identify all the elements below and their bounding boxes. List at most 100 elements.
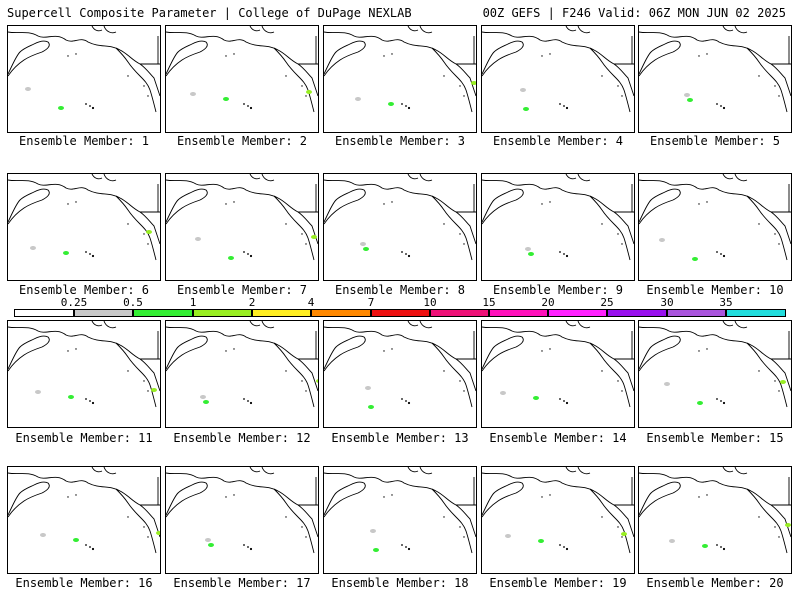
scp-contour-blob [363, 247, 369, 251]
colorbar-segment [311, 309, 371, 317]
member-number: 16 [138, 576, 153, 590]
ensemble-member-map [323, 25, 477, 133]
colorbar-segment [14, 309, 74, 317]
ensemble-member-label: Ensemble Member: 12 [163, 431, 321, 445]
ensemble-member-map [481, 320, 635, 428]
scp-contour-blob [316, 379, 318, 383]
colorbar-tick-label: 15 [482, 296, 496, 309]
scp-contour-blob [190, 92, 196, 96]
scp-contour-blob [228, 256, 234, 260]
member-label-prefix: Ensemble Member: [492, 134, 609, 148]
member-number: 12 [296, 431, 311, 445]
scp-contour-blob [373, 548, 379, 552]
colorbar-segment [133, 309, 193, 317]
member-label-prefix: Ensemble Member: [15, 431, 131, 445]
scp-contour-blob [58, 106, 64, 110]
member-label-prefix: Ensemble Member: [492, 283, 609, 297]
scp-contour-blob [223, 97, 229, 101]
member-label-prefix: Ensemble Member: [18, 283, 135, 297]
scp-contour-blob [500, 391, 506, 395]
ensemble-member-map [165, 466, 319, 574]
member-label-prefix: Ensemble Member: [176, 134, 293, 148]
scp-contour-blob [692, 257, 698, 261]
colorbar-segment [252, 309, 311, 317]
member-number: 20 [769, 576, 784, 590]
scp-contour-blob [669, 539, 675, 543]
member-number: 11 [138, 431, 153, 445]
scp-contour-blob [360, 242, 366, 246]
scp-contour-blob [697, 401, 703, 405]
scp-contour-blob [368, 405, 374, 409]
basemap-coastlines [8, 174, 160, 261]
member-number: 9 [615, 283, 623, 297]
ensemble-member-map [638, 466, 792, 574]
colorbar-tick-label: 35 [719, 296, 733, 309]
ensemble-member-map [638, 25, 792, 133]
scp-contour-blob [659, 238, 665, 242]
ensemble-member-label: Ensemble Member: 20 [636, 576, 794, 590]
member-number: 13 [454, 431, 469, 445]
basemap-coastlines [8, 26, 160, 113]
scp-contour-blob [528, 252, 534, 256]
ensemble-member-map [638, 320, 792, 428]
basemap-coastlines [324, 26, 476, 113]
ensemble-member-label: Ensemble Member: 4 [479, 134, 637, 148]
ensemble-member-map [7, 320, 161, 428]
scp-contour-blob [205, 538, 211, 542]
member-number: 5 [772, 134, 780, 148]
ensemble-member-map [165, 173, 319, 281]
ensemble-member-label: Ensemble Member: 8 [321, 283, 479, 297]
member-number: 17 [296, 576, 311, 590]
scp-contour-blob [365, 386, 371, 390]
scp-contour-blob [533, 396, 539, 400]
ensemble-member-map [323, 320, 477, 428]
colorbar-segment [193, 309, 252, 317]
colorbar-tick-label: 2 [248, 296, 256, 309]
ensemble-member-label: Ensemble Member: 14 [479, 431, 637, 445]
member-number: 1 [141, 134, 149, 148]
ensemble-member-label: Ensemble Member: 9 [479, 283, 637, 297]
scp-contour-blob [505, 534, 511, 538]
ensemble-member-label: Ensemble Member: 17 [163, 576, 321, 590]
ensemble-member-label: Ensemble Member: 13 [321, 431, 479, 445]
basemap-coastlines [166, 174, 318, 261]
scp-contour-blob [306, 90, 312, 94]
basemap-coastlines [482, 467, 634, 554]
scp-contour-blob [151, 388, 157, 392]
colorbar-tick-label: 25 [600, 296, 614, 309]
member-number: 8 [457, 283, 465, 297]
basemap-coastlines [482, 321, 634, 408]
ensemble-member-map [7, 25, 161, 133]
basemap-coastlines [166, 467, 318, 554]
colorbar-tick-label: 0.5 [123, 296, 143, 309]
scp-contour-blob [523, 107, 529, 111]
ensemble-member-label: Ensemble Member: 6 [5, 283, 163, 297]
basemap-coastlines [8, 321, 160, 408]
basemap-coastlines [324, 174, 476, 261]
colorbar-segment [74, 309, 133, 317]
scp-contour-blob [73, 538, 79, 542]
colorbar-tick-label: 1 [189, 296, 197, 309]
member-label-prefix: Ensemble Member: [334, 283, 451, 297]
ensemble-member-label: Ensemble Member: 2 [163, 134, 321, 148]
member-number: 15 [769, 431, 784, 445]
scp-contour-blob [684, 93, 690, 97]
scp-contour-blob [471, 81, 476, 85]
member-number: 6 [141, 283, 149, 297]
scp-contour-blob [538, 539, 544, 543]
member-number: 19 [612, 576, 627, 590]
scp-contour-blob [30, 246, 36, 250]
member-label-prefix: Ensemble Member: [649, 134, 766, 148]
colorbar-segment [548, 309, 607, 317]
ensemble-member-label: Ensemble Member: 15 [636, 431, 794, 445]
basemap-coastlines [639, 467, 791, 554]
colorbar-tick-label: 0.25 [60, 296, 88, 309]
ensemble-member-label: Ensemble Member: 16 [5, 576, 163, 590]
colorbar-segment [430, 309, 489, 317]
scp-contour-blob [208, 543, 214, 547]
basemap-coastlines [482, 174, 634, 261]
scp-contour-blob [621, 532, 627, 536]
member-label-prefix: Ensemble Member: [646, 576, 762, 590]
ensemble-member-map [481, 466, 635, 574]
colorbar-tick-label: 10 [423, 296, 437, 309]
